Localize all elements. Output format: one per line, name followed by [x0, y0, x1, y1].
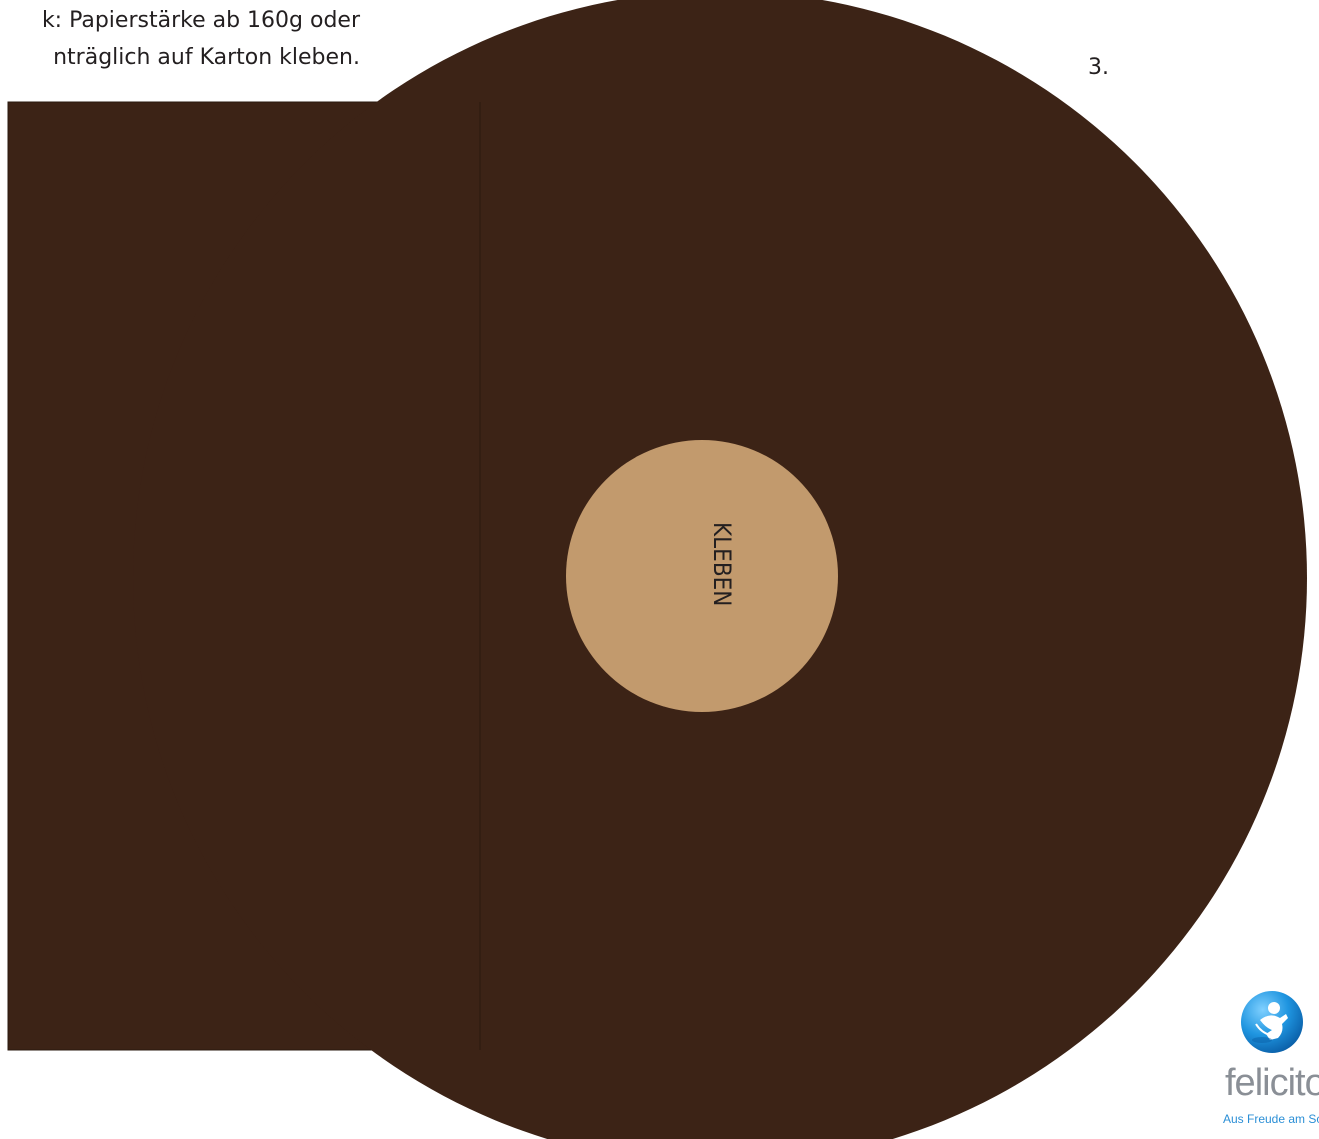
page-number: 3. — [1088, 55, 1109, 80]
glue-area — [566, 440, 838, 712]
instruction-line-1: k: Papierstärke ab 160g oder — [41, 8, 360, 33]
brand-logo: felicito Aus Freude am Schenken — [1195, 990, 1319, 1139]
felicito-logo-icon — [1241, 991, 1303, 1053]
instruction-text: k: Papierstärke ab 160g oder nträglich a… — [0, 0, 480, 80]
brand-name: felicito — [1225, 1062, 1319, 1104]
glue-label: KLEBEN — [708, 522, 736, 607]
instruction-line-2: nträglich auf Karton kleben. — [53, 45, 360, 70]
brand-tagline: Aus Freude am Schenken — [1223, 1112, 1319, 1126]
